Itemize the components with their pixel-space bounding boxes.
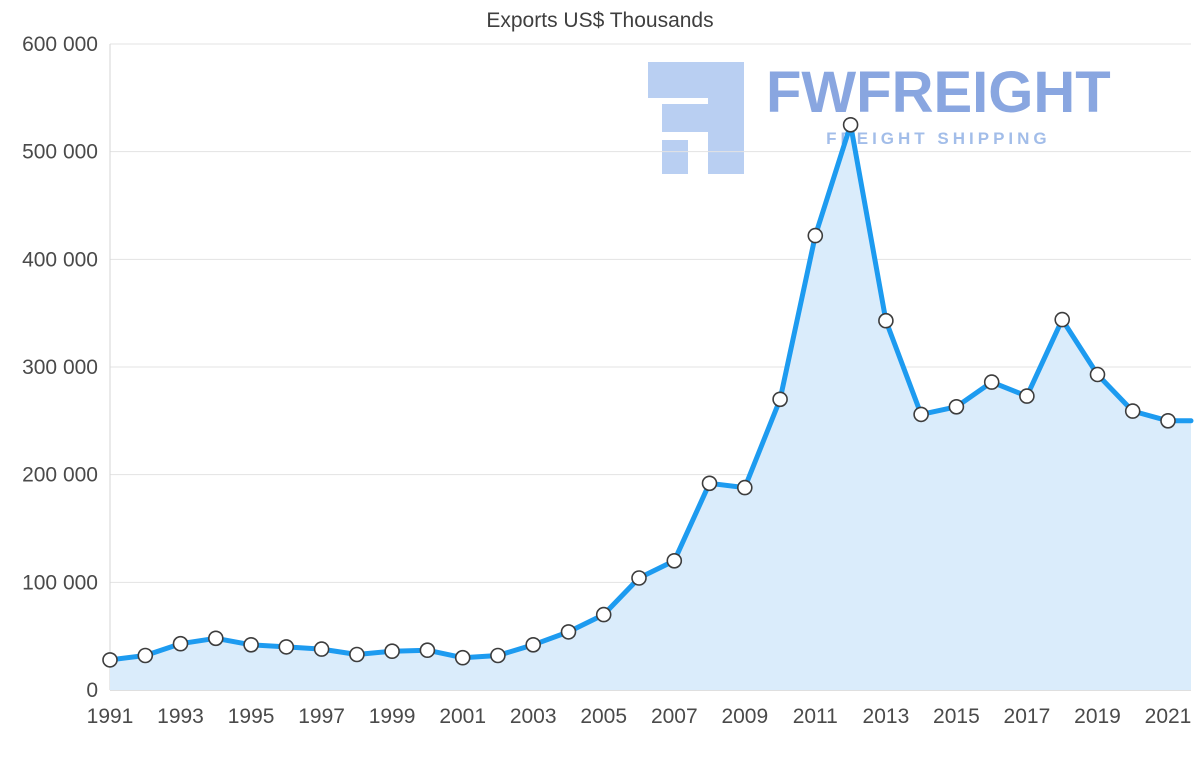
data-point-marker: [1089, 366, 1106, 383]
data-point-marker: [419, 642, 436, 659]
data-point-marker: [243, 636, 259, 653]
watermark-text: FWFREIGHT FREIGHT SHIPPING: [766, 64, 1111, 149]
data-point-marker: [983, 374, 1000, 390]
y-axis-tick-label: 500 000: [22, 141, 98, 164]
data-point-marker: [137, 647, 154, 664]
data-point-marker: [490, 647, 506, 664]
x-axis-tick-label: 2003: [510, 705, 557, 728]
data-point-marker: [878, 312, 894, 329]
freight-logo-icon: [648, 62, 744, 174]
x-axis-tick-label: 2005: [580, 705, 627, 728]
data-point-marker: [454, 649, 471, 666]
data-point-marker: [842, 117, 859, 133]
data-point-marker: [736, 479, 753, 496]
x-axis-tick-label: 1999: [369, 705, 416, 728]
x-axis-tick-label: 2017: [1004, 705, 1051, 728]
x-axis-tick-label: 1997: [298, 705, 345, 728]
watermark-brand: FWFREIGHT: [766, 60, 1111, 125]
x-axis-tick-label: 2009: [721, 705, 768, 728]
x-axis-tick-label: 2001: [439, 705, 486, 728]
data-point-marker: [172, 635, 189, 652]
data-point-marker: [208, 630, 224, 647]
x-axis-tick-label: 2013: [863, 705, 910, 728]
y-axis-tick-label: 100 000: [22, 571, 98, 594]
x-axis-tick-label: 2021: [1145, 705, 1192, 728]
x-axis-tick-label: 2011: [793, 705, 838, 728]
chart-title: Exports US$ Thousands: [486, 9, 714, 32]
watermark-tagline: FREIGHT SHIPPING: [826, 129, 1051, 148]
data-point-marker: [1019, 388, 1035, 404]
data-point-marker: [701, 475, 718, 492]
x-axis-tick-label: 1993: [157, 705, 204, 728]
data-point-marker: [349, 646, 365, 663]
data-point-marker: [631, 570, 647, 586]
data-point-marker: [278, 639, 295, 655]
data-point-marker: [595, 606, 612, 623]
y-axis-tick-label: 400 000: [22, 248, 98, 271]
data-point-marker: [913, 406, 929, 423]
exports-area-fill: [110, 124, 1191, 691]
data-point-marker: [1124, 403, 1141, 419]
x-axis-tick-label: 2007: [651, 705, 698, 728]
data-point-marker: [525, 636, 542, 653]
data-point-marker: [948, 398, 965, 415]
data-point-marker: [313, 641, 330, 657]
y-axis-tick-label: 200 000: [22, 464, 98, 487]
y-axis-tick-label: 300 000: [22, 356, 98, 379]
data-point-marker: [1160, 412, 1176, 429]
x-axis-tick-label: 2015: [933, 705, 980, 728]
x-axis-tick-label: 2019: [1074, 705, 1121, 728]
data-point-marker: [1054, 311, 1070, 328]
data-point-marker: [772, 391, 788, 408]
data-point-marker: [384, 643, 400, 660]
y-axis-tick-label: 600 000: [22, 33, 98, 56]
x-axis-tick-label: 1991: [87, 705, 134, 728]
watermark: FWFREIGHT FREIGHT SHIPPING: [646, 62, 1111, 178]
data-point-marker: [807, 227, 824, 244]
y-axis-tick-label: 0: [86, 679, 98, 702]
data-point-marker: [102, 652, 118, 668]
data-point-marker: [666, 552, 683, 569]
x-axis-tick-label: 1995: [228, 705, 275, 728]
data-point-marker: [560, 624, 577, 640]
